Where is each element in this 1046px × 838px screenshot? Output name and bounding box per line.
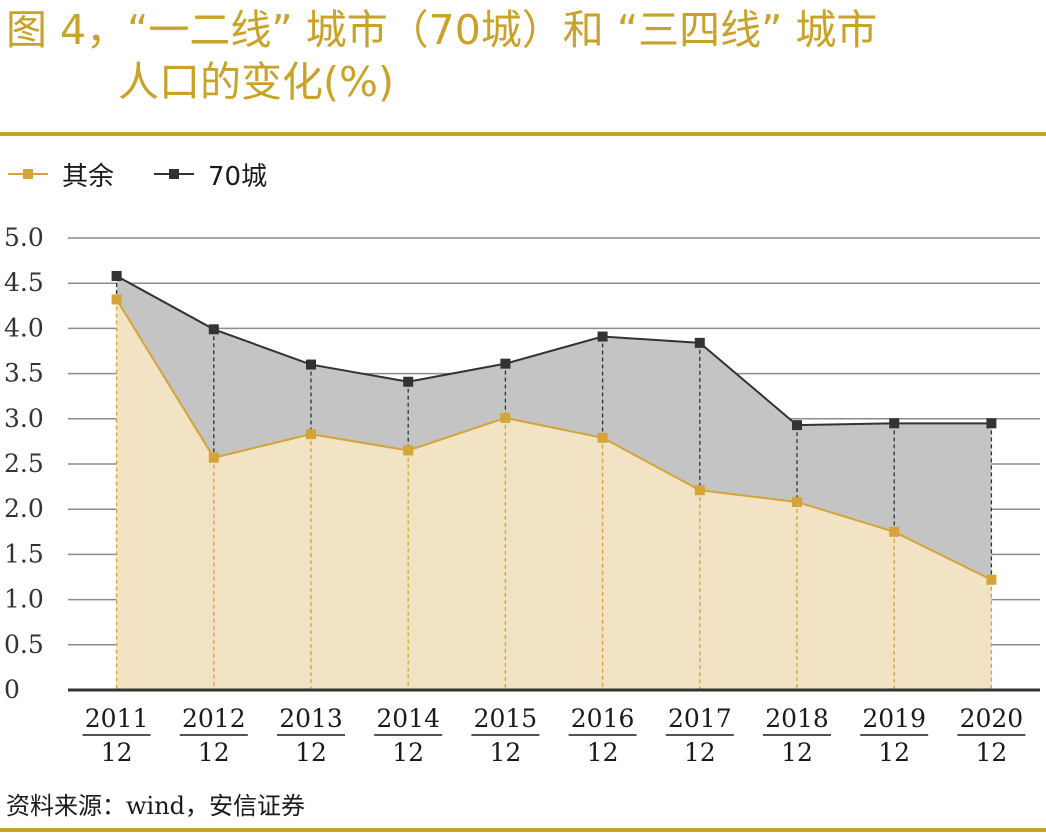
point-70: [889, 418, 900, 429]
x-tick-label-month: 12: [684, 738, 716, 767]
point-other: [889, 526, 900, 537]
chart-title-line1: 图 4，“一二线” 城市（70城）和 “三四线” 城市: [6, 6, 878, 54]
point-other: [694, 485, 705, 496]
legend-item-other: 其余: [8, 156, 114, 193]
point-70: [208, 324, 219, 335]
x-tick-label-year: 2017: [668, 704, 732, 733]
x-tick-label-month: 12: [587, 738, 619, 767]
x-tick-label-month: 12: [198, 738, 230, 767]
point-other: [986, 574, 997, 585]
legend-key-other: [8, 164, 48, 184]
series-line-other: [115, 298, 992, 581]
point-other: [597, 432, 608, 443]
point-70: [597, 331, 608, 342]
y-tick-label: 5.0: [4, 223, 44, 252]
point-70: [111, 270, 122, 281]
x-tick-label-year: 2015: [474, 704, 538, 733]
legend-label-other: 其余: [62, 161, 115, 192]
x-tick-label-year: 2020: [960, 704, 1024, 733]
y-tick-label: 4.0: [4, 313, 44, 342]
point-other: [792, 496, 802, 507]
y-tick-label: 4.5: [4, 268, 44, 297]
point-other: [306, 429, 316, 440]
x-tick-label-year: 2016: [571, 704, 635, 733]
x-tick-label-year: 2019: [862, 704, 926, 733]
bottom-rule: [0, 828, 1046, 832]
x-tick-label-month: 12: [101, 738, 133, 767]
point-70: [403, 376, 414, 387]
point-70: [694, 337, 705, 348]
x-tick-label-year: 2011: [85, 704, 149, 733]
point-other: [208, 452, 219, 463]
point-other: [111, 294, 122, 305]
series-line-70: [116, 275, 992, 427]
x-tick-label-year: 2014: [376, 704, 440, 733]
y-tick-label: 1.5: [4, 539, 44, 568]
source-note: 资料来源：wind，安信证券: [6, 792, 306, 820]
top-rule: [0, 132, 1046, 136]
x-tick-label-year: 2013: [279, 704, 343, 733]
point-other: [500, 412, 511, 423]
y-tick-label: 3.5: [4, 359, 44, 388]
x-tick-label-month: 12: [878, 738, 910, 767]
chart-title-line2: 人口的变化(%): [118, 58, 394, 106]
y-tick-label: 3.0: [4, 404, 44, 433]
chart-title: 图 4，“一二线” 城市（70城）和 “三四线” 城市 人口的变化(%): [6, 4, 1036, 108]
y-tick-label: 2.5: [4, 449, 44, 478]
area-other: [116, 299, 992, 690]
point-70: [986, 418, 997, 429]
legend-key-70: [154, 164, 195, 184]
legend: 其余 70城: [8, 156, 307, 192]
point-70: [500, 358, 511, 369]
y-tick-label: 2.0: [4, 494, 44, 523]
x-tick-label-year: 2018: [765, 704, 829, 733]
x-tick-label-month: 12: [781, 738, 813, 767]
x-tick-label-year: 2012: [182, 704, 246, 733]
y-tick-label: 0: [4, 675, 20, 704]
x-tick-label-month: 12: [975, 738, 1007, 767]
x-tick-label-month: 12: [295, 738, 327, 767]
x-tick-label-month: 12: [489, 738, 521, 767]
point-other: [403, 445, 414, 456]
point-70: [306, 359, 316, 370]
legend-label-70: 70城: [208, 161, 268, 192]
point-70: [792, 420, 802, 431]
legend-item-70: 70城: [154, 156, 267, 193]
y-tick-label: 0.5: [4, 630, 44, 659]
y-tick-label: 1.0: [4, 585, 44, 614]
x-tick-label-month: 12: [392, 738, 424, 767]
